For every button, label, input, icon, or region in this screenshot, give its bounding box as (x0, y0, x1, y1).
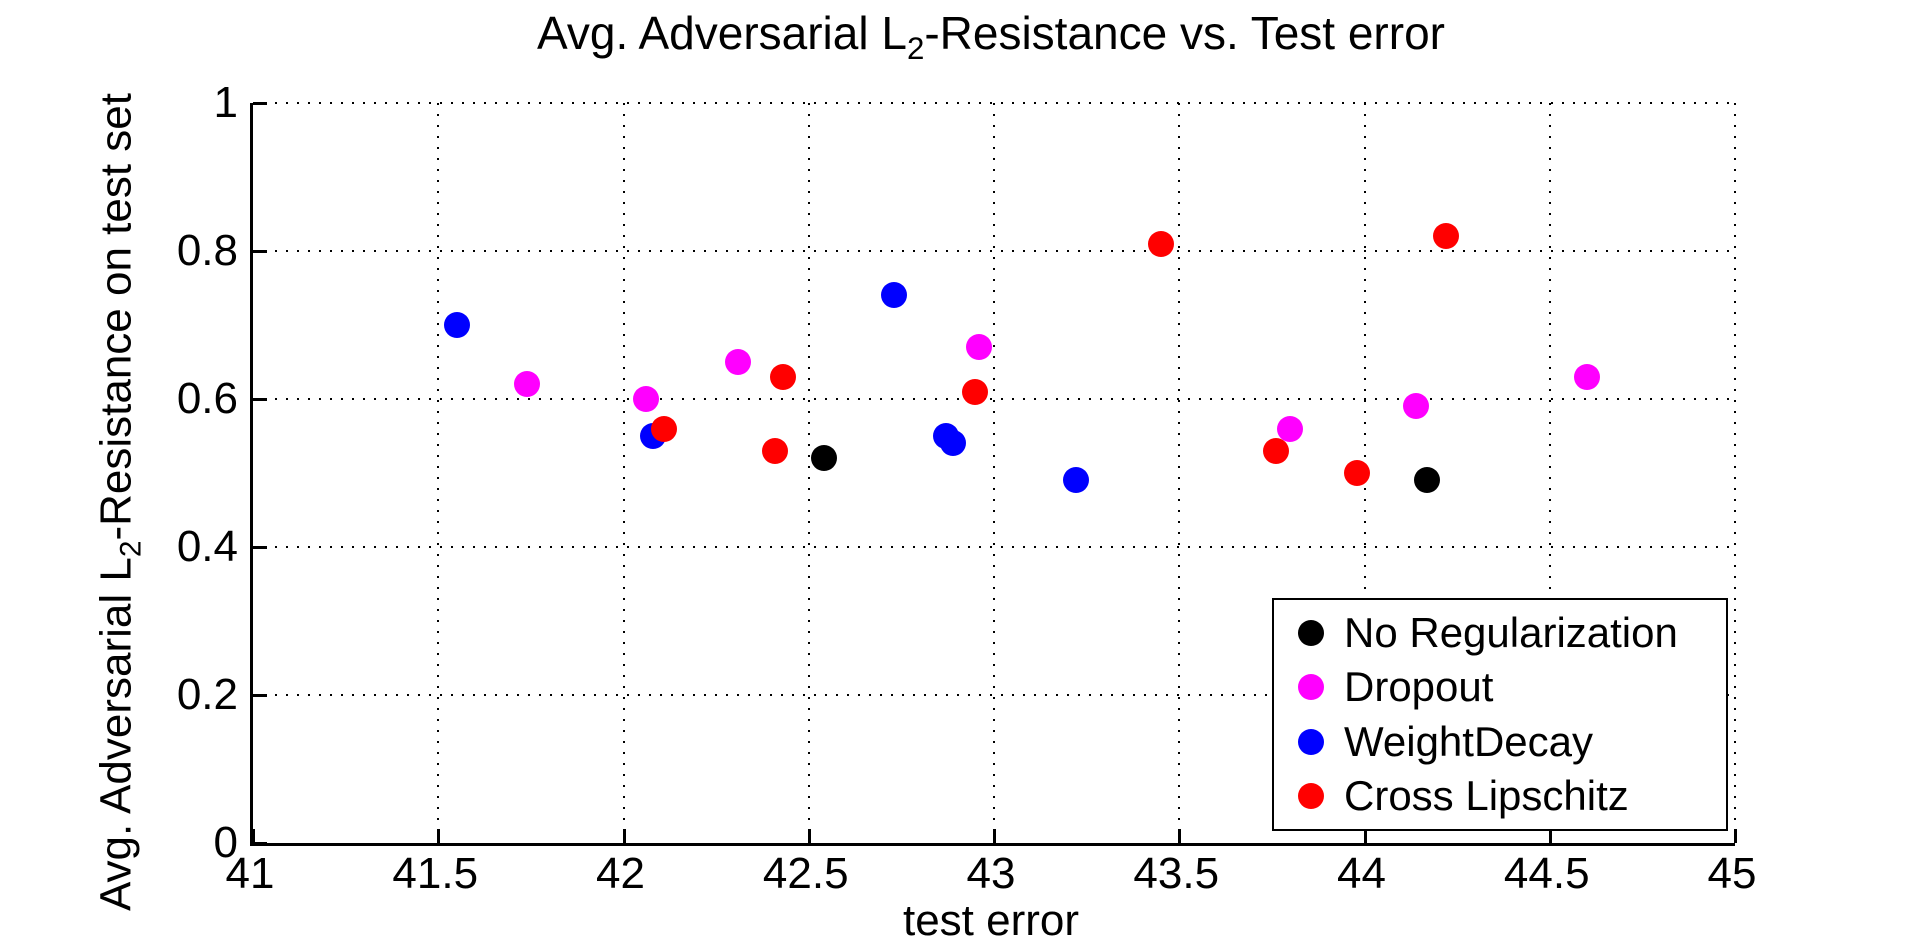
data-point (443, 312, 470, 338)
x-tick-label: 42.5 (762, 849, 849, 898)
data-point (1573, 363, 1600, 390)
legend-marker-icon (1298, 674, 1324, 701)
x-tick-mark (437, 829, 441, 843)
vertical-gridline (1734, 103, 1736, 843)
vertical-gridline (993, 103, 995, 843)
x-tick-mark (1363, 829, 1367, 843)
y-tick-label: 1 (213, 78, 238, 127)
data-point (966, 334, 993, 361)
horizontal-gridline (253, 694, 1735, 696)
data-point (762, 437, 789, 464)
vertical-gridline (1548, 103, 1551, 843)
data-point (725, 349, 752, 375)
y-tick-label: 0.2 (176, 670, 238, 719)
legend-entry: Dropout (1298, 666, 1726, 708)
data-point (1433, 223, 1459, 250)
x-tick-label: 41.5 (392, 849, 479, 898)
x-tick-mark (1734, 829, 1737, 843)
vertical-gridline (1178, 103, 1181, 843)
x-tick-label: 43.5 (1133, 849, 1220, 898)
data-point (962, 378, 989, 405)
legend-entry-label: Dropout (1344, 663, 1494, 711)
data-point (514, 371, 541, 398)
vertical-gridline (622, 103, 625, 843)
horizontal-gridline (253, 546, 1735, 548)
legend-marker-icon (1298, 620, 1324, 647)
y-tick-mark (253, 250, 267, 253)
legend-entry-label: No Regularization (1344, 609, 1678, 657)
y-tick-mark (253, 842, 267, 845)
y-tick-mark (253, 546, 267, 549)
data-point (1344, 460, 1371, 486)
y-tick-mark (253, 694, 267, 697)
x-tick-label: 44.5 (1503, 849, 1590, 898)
legend-entry-label: Cross Lipschitz (1344, 771, 1629, 819)
plot-area (250, 102, 1737, 846)
horizontal-gridline (253, 250, 1735, 252)
x-tick-label: 43 (966, 849, 1016, 898)
horizontal-gridline (253, 398, 1735, 400)
x-tick-mark (252, 829, 255, 843)
x-tick-label: 45 (1707, 849, 1757, 898)
y-axis-label: Avg. Adversarial L2-Resistance on test s… (91, 92, 148, 912)
data-point (1147, 230, 1174, 257)
y-tick-mark (253, 102, 267, 105)
x-tick-mark (622, 829, 626, 843)
y-tick-label: 0.6 (176, 374, 238, 423)
data-point (1062, 467, 1089, 494)
vertical-gridline (807, 103, 810, 843)
y-tick-label: 0.4 (176, 522, 238, 571)
horizontal-gridline (253, 102, 1735, 104)
chart-title: Avg. Adversarial L2-Resistance vs. Test … (537, 7, 1445, 67)
legend: No Regularization Dropout WeightDecay Cross… (1272, 598, 1728, 831)
data-point (940, 430, 967, 457)
y-tick-label: 0.8 (176, 226, 238, 275)
legend-marker-icon (1298, 782, 1324, 809)
x-axis-label: test error (902, 896, 1080, 945)
data-point (1414, 467, 1441, 494)
x-tick-label: 41 (225, 849, 275, 898)
vertical-gridline (437, 103, 440, 843)
x-tick-mark (993, 829, 996, 843)
data-point (1262, 437, 1289, 464)
data-point (632, 386, 659, 412)
legend-entry: WeightDecay (1298, 717, 1726, 765)
y-tick-label: 0 (213, 818, 238, 867)
data-point (769, 363, 796, 390)
x-tick-label: 44 (1337, 849, 1386, 898)
data-point (651, 415, 678, 442)
data-point (880, 282, 907, 309)
data-point (1403, 393, 1430, 420)
y-tick-mark (253, 398, 267, 401)
x-tick-label: 42 (596, 849, 645, 898)
x-tick-mark (1178, 829, 1182, 843)
x-tick-mark (807, 829, 811, 843)
data-point (810, 445, 837, 472)
legend-entry: Cross Lipschitz (1298, 771, 1726, 819)
x-tick-mark (1548, 829, 1552, 843)
legend-entry-label: WeightDecay (1344, 717, 1594, 765)
legend-marker-icon (1298, 728, 1324, 755)
legend-entry: No Regularization (1298, 612, 1726, 654)
data-point (1277, 415, 1304, 442)
